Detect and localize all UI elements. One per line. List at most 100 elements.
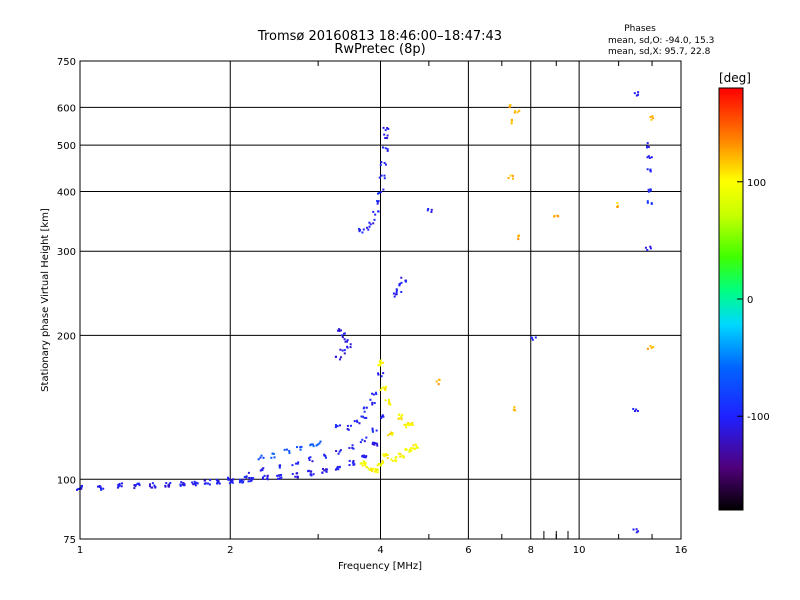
data-point — [182, 482, 185, 485]
data-point — [393, 295, 396, 298]
colorbar-label: [deg] — [719, 71, 751, 85]
data-point — [77, 488, 80, 491]
data-point — [401, 455, 404, 458]
data-point — [398, 282, 401, 285]
data-point — [382, 146, 385, 149]
data-point — [374, 442, 377, 445]
data-point — [517, 238, 520, 241]
data-point — [277, 477, 280, 480]
data-point — [208, 483, 211, 486]
data-point — [348, 464, 351, 467]
data-point — [415, 446, 418, 449]
data-point — [386, 457, 389, 460]
data-point — [374, 391, 377, 394]
data-point — [414, 443, 417, 446]
data-point — [179, 484, 182, 487]
data-point — [371, 470, 374, 473]
data-point — [388, 402, 391, 405]
chart-title: Tromsø 20160813 18:46:00–18:47:43 — [257, 29, 502, 44]
data-point — [632, 407, 635, 410]
data-point — [319, 440, 322, 443]
data-point — [647, 155, 650, 158]
data-point — [343, 332, 346, 335]
data-point — [409, 423, 412, 426]
x-tick-label: 2 — [227, 545, 233, 556]
colorbar-tick-label: 100 — [747, 178, 766, 189]
colorbar-tick-label: -100 — [747, 412, 770, 423]
x-tick-label: 16 — [675, 545, 688, 556]
data-point — [379, 163, 382, 166]
data-point — [359, 228, 362, 231]
data-point — [325, 468, 328, 471]
data-point — [365, 226, 368, 229]
data-point — [411, 447, 414, 450]
data-point — [346, 428, 349, 431]
data-point — [215, 478, 218, 481]
data-point — [195, 481, 198, 484]
data-point — [365, 436, 368, 439]
data-point — [227, 478, 230, 481]
data-point — [398, 284, 401, 287]
data-point — [165, 482, 168, 485]
data-point — [377, 364, 380, 367]
data-point — [148, 483, 151, 486]
data-point — [637, 91, 640, 94]
data-point — [339, 449, 342, 452]
data-point — [280, 476, 283, 479]
data-point — [380, 174, 383, 177]
data-point — [324, 454, 327, 457]
data-point — [397, 417, 400, 420]
data-point — [380, 417, 383, 420]
data-point — [379, 364, 382, 367]
data-point — [650, 118, 653, 121]
data-point — [404, 423, 407, 426]
data-point — [413, 447, 416, 450]
data-point — [406, 423, 409, 426]
data-point — [386, 137, 389, 140]
data-point — [321, 467, 324, 470]
data-point — [266, 475, 269, 478]
data-point — [359, 441, 362, 444]
data-point — [380, 362, 383, 365]
x-tick-label: 6 — [465, 545, 471, 556]
data-point — [650, 202, 653, 205]
data-point — [513, 111, 516, 114]
data-point — [216, 482, 219, 485]
data-point — [372, 222, 375, 225]
data-point — [343, 349, 346, 352]
y-tick-label: 200 — [57, 331, 76, 342]
data-point — [194, 482, 197, 485]
data-point — [383, 133, 386, 136]
data-point — [386, 454, 389, 457]
data-point — [380, 375, 383, 378]
data-point — [100, 487, 103, 490]
data-point — [387, 400, 390, 403]
y-tick-label: 300 — [57, 247, 76, 258]
data-point — [352, 460, 355, 463]
data-point — [346, 345, 349, 348]
data-point — [309, 470, 312, 473]
data-point — [381, 459, 384, 462]
data-point — [383, 174, 386, 177]
data-point — [337, 329, 340, 332]
data-point — [395, 456, 398, 459]
data-point — [80, 487, 83, 490]
data-point — [148, 485, 151, 488]
colorbar-ticks: 100 0 -100 — [718, 87, 770, 511]
data-point — [647, 188, 650, 191]
data-point — [404, 280, 407, 283]
data-point — [379, 464, 382, 467]
data-point — [262, 467, 265, 470]
data-point — [511, 177, 514, 180]
data-point — [390, 431, 393, 434]
data-point — [387, 127, 390, 130]
data-point — [395, 289, 398, 292]
data-point — [291, 464, 294, 467]
data-point — [310, 474, 313, 477]
data-point — [248, 476, 251, 479]
data-point — [324, 456, 327, 459]
data-point — [338, 358, 341, 361]
data-point — [193, 480, 196, 483]
grid-lines — [80, 61, 681, 539]
